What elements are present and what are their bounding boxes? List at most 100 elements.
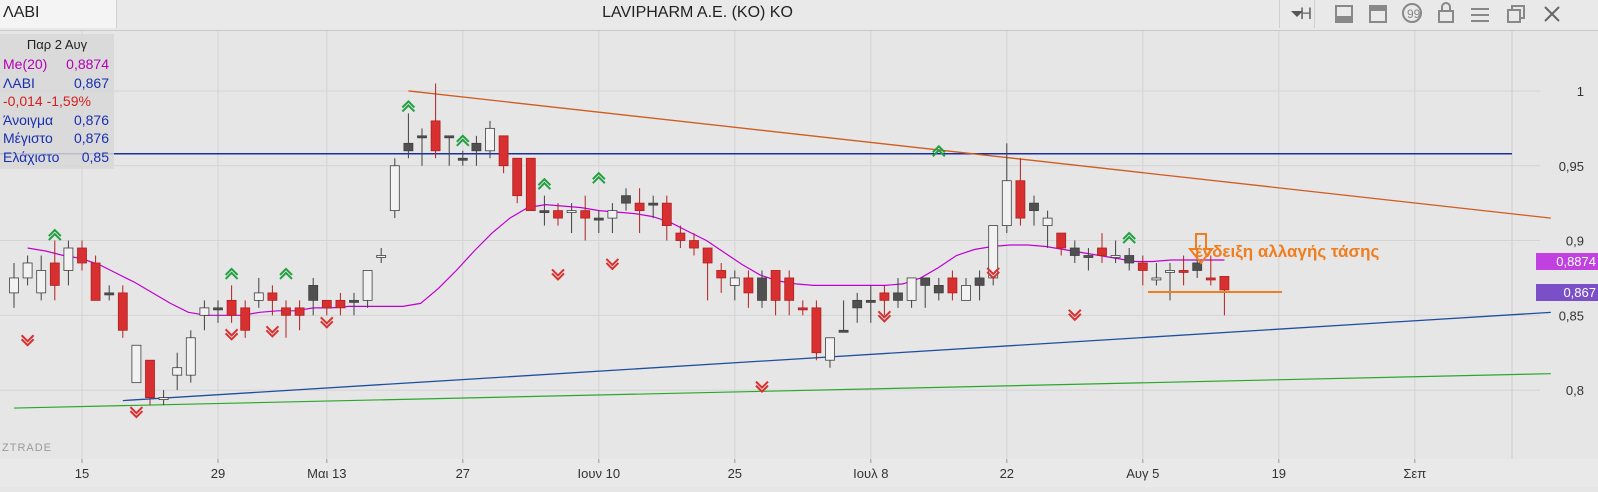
candle [702, 247, 713, 301]
up-arrow-icon [224, 267, 239, 280]
candle [797, 300, 808, 316]
candle [49, 240, 60, 301]
lock-icon[interactable] [1432, 2, 1460, 26]
candle-body [865, 299, 876, 303]
info-row: Μέγιστο 0,876 [3, 130, 109, 148]
plot-background [0, 31, 1598, 459]
candle-body [267, 292, 278, 301]
price-chart[interactable]: 1 0,95 0,9 0,85 0,8 [0, 31, 1598, 459]
info-value: 0,876 [73, 111, 109, 128]
title-bar: ΛΑΒΙ LAVIPHARM A.E. (KO) KO H 99 [0, 0, 1598, 31]
candle [661, 195, 672, 241]
comment-icon[interactable]: 99 [1398, 2, 1426, 26]
candle-body [294, 307, 305, 316]
candle [947, 270, 958, 301]
info-label: Me(20) [3, 56, 48, 72]
trendlines [0, 90, 1551, 409]
info-label: ΛΑΒΙ [3, 74, 35, 91]
down-arrow-icon [551, 268, 565, 281]
candle-body [757, 277, 767, 301]
annotation-shapes [1148, 233, 1282, 293]
candle-body [566, 210, 577, 214]
x-tick-label: 25 [728, 466, 742, 481]
candle-body [349, 299, 359, 303]
annotation-text: ένδειξη αλλαγής τάσης [1195, 242, 1380, 261]
candle-body [702, 247, 713, 264]
candle [349, 292, 359, 316]
candle-body [879, 292, 890, 301]
candle [213, 300, 223, 323]
candle-body [1042, 217, 1053, 226]
candle [117, 285, 128, 338]
panel-icon[interactable] [1330, 2, 1358, 26]
candle [634, 188, 645, 234]
candle-body [947, 277, 958, 294]
candle [716, 262, 727, 293]
candle-body [1083, 255, 1094, 258]
candle [1219, 276, 1230, 316]
candle [1178, 255, 1189, 286]
info-row: Άνοιγμα 0,876 [3, 112, 109, 130]
candle-body [852, 299, 863, 309]
candle [566, 203, 577, 234]
candle [1165, 262, 1175, 301]
symbol-input[interactable]: ΛΑΒΙ [0, 0, 117, 28]
candle [90, 255, 101, 301]
candle-body [675, 232, 686, 241]
symbol-label: ΛΑΒΙ [3, 4, 40, 21]
x-tick-label: 15 [75, 466, 89, 481]
candle [63, 240, 74, 286]
candle [580, 195, 591, 241]
candle [607, 203, 618, 234]
candle [893, 277, 903, 308]
y-tick-label: 0,8 [1566, 383, 1584, 398]
down-arrow-icon [877, 310, 892, 323]
bookmark-icon[interactable] [1364, 2, 1392, 26]
candle [172, 352, 183, 391]
candle-body [90, 262, 101, 301]
candle-body [376, 255, 387, 258]
info-label: Ελάχιστο [3, 148, 60, 165]
candle-body [226, 299, 237, 316]
ma-value-badge: 0,8874 [1536, 253, 1598, 270]
close-icon[interactable] [1538, 2, 1566, 26]
info-date: Παρ 2 Αυγ [26, 37, 88, 52]
x-tick-label: Μαι 13 [307, 466, 346, 481]
info-row: -0,014 -1,59% [3, 93, 109, 111]
candle [199, 300, 210, 331]
candle [1110, 240, 1121, 263]
dropdown-button[interactable] [1279, 0, 1315, 28]
info-label: -0,014 -1,59% [3, 93, 91, 109]
candle-body [553, 210, 563, 219]
restore-icon[interactable] [1502, 2, 1530, 26]
h-button[interactable]: H [1299, 4, 1313, 23]
candle-body [838, 329, 849, 333]
candle-body [1137, 262, 1148, 271]
down-arrow-icon [605, 258, 620, 271]
info-value: 0,876 [73, 130, 109, 146]
candle-body [1165, 270, 1175, 273]
menu-icon[interactable] [1466, 2, 1494, 26]
candle-body [417, 135, 427, 139]
candle-body [920, 277, 931, 286]
candle [811, 300, 822, 361]
candle-body [131, 344, 142, 384]
candle-body [825, 337, 835, 361]
candle-body [77, 247, 87, 264]
candle-body [580, 210, 591, 219]
candle [471, 135, 482, 166]
info-panel: Παρ 2 Αυγ Me(20) 0,8874 ΛΑΒΙ 0,867 -0,014 -1… [0, 34, 114, 169]
y-tick-label: 1 [1577, 84, 1584, 99]
candle-body [1192, 262, 1203, 271]
y-tick-label: 0,85 [1559, 308, 1584, 323]
candle-body [1124, 255, 1135, 264]
candle [648, 195, 659, 219]
candle [1029, 195, 1039, 226]
down-arrow-icon [129, 406, 144, 419]
x-tick-label: Σεπ [1403, 466, 1426, 481]
candle-body [1205, 277, 1216, 281]
candle-body [63, 247, 74, 271]
candle-body [906, 277, 917, 301]
candle [457, 150, 468, 166]
candle [22, 255, 33, 286]
